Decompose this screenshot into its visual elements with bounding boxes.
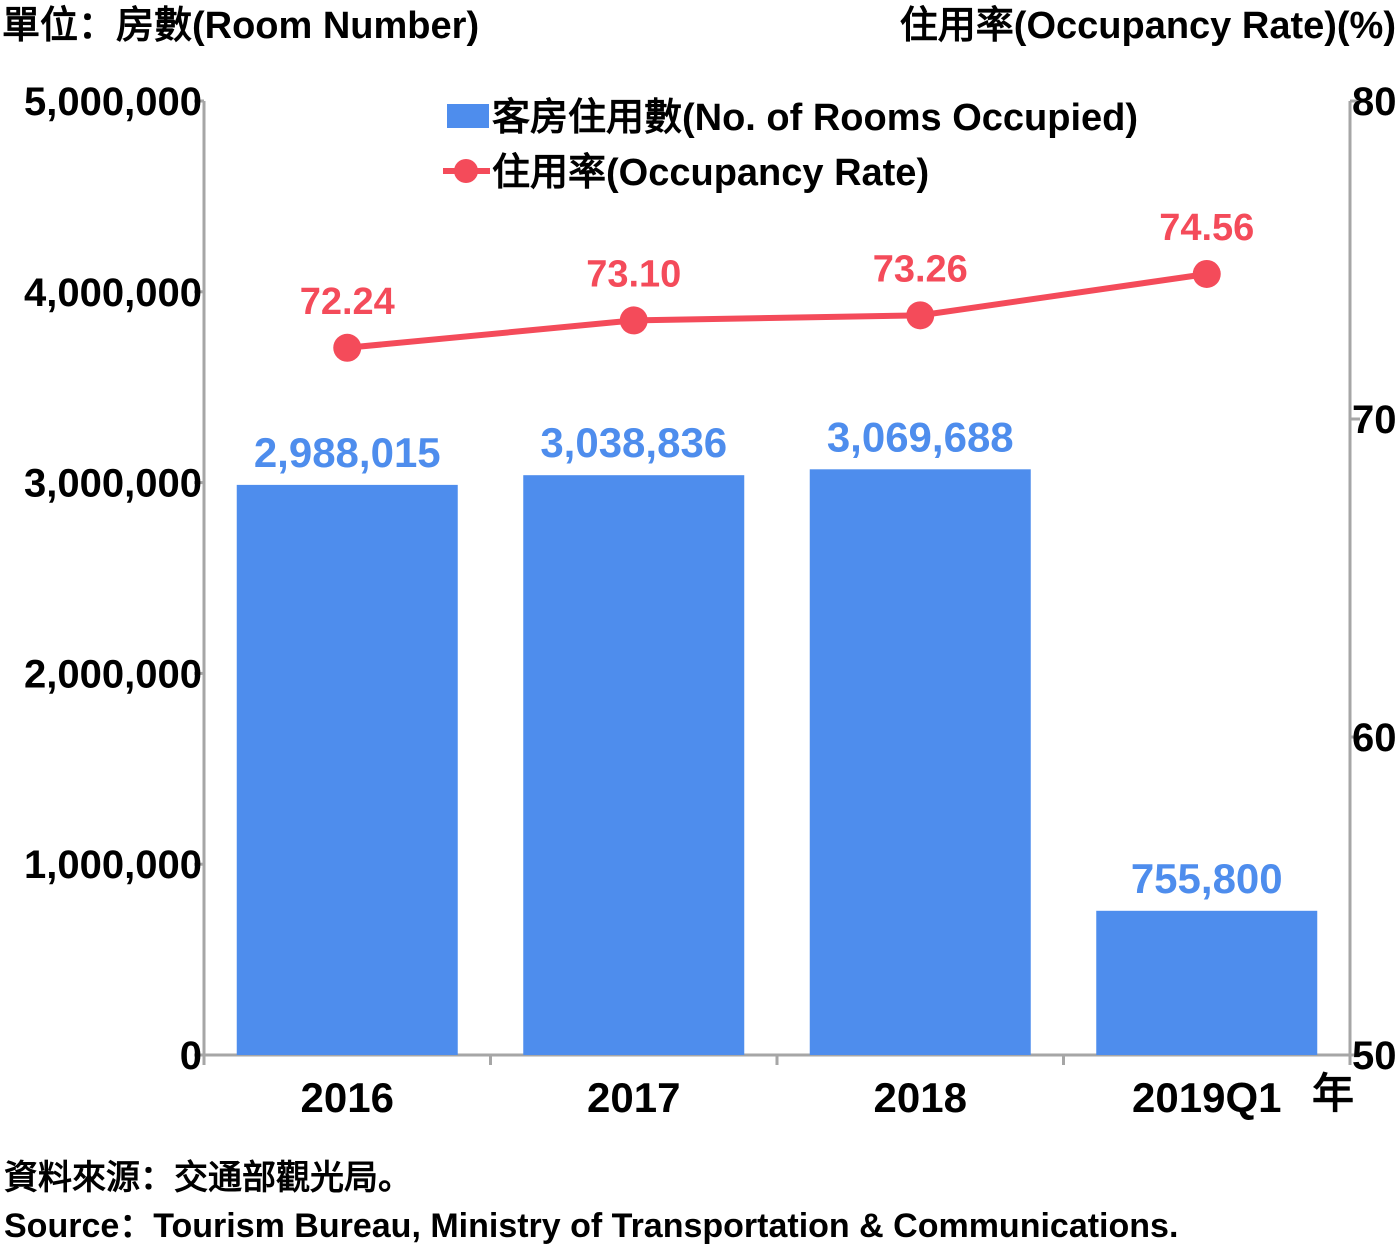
rate-point — [906, 301, 935, 330]
bar — [809, 469, 1031, 1055]
left-tick-label: 2,000,000 — [24, 652, 202, 696]
line-series: 72.24 73.10 73.26 74.56 — [300, 207, 1254, 362]
rate-point — [619, 306, 648, 335]
rate-value-label: 72.24 — [300, 281, 395, 323]
rate-value-label: 73.10 — [586, 253, 681, 295]
bar — [1096, 910, 1318, 1055]
bar — [523, 475, 745, 1056]
x-axis-unit: 年 — [1312, 1070, 1354, 1117]
x-category-label: 2017 — [587, 1074, 680, 1121]
left-tick-label: 5,000,000 — [24, 80, 202, 124]
left-axis-title: 單位：房數(Room Number) — [2, 5, 479, 47]
legend-bar-swatch — [447, 104, 489, 128]
left-tick-label: 1,000,000 — [24, 843, 202, 887]
x-axis-labels: 2016 2017 2018 2019Q1 年 — [301, 1070, 1354, 1121]
legend-bar-label: 客房住用數(No. of Rooms Occupied) — [492, 96, 1138, 139]
rate-point — [1192, 259, 1221, 288]
left-tick-label: 3,000,000 — [24, 462, 202, 506]
right-tick-label: 50 — [1352, 1034, 1397, 1078]
bar-value-label: 755,800 — [1131, 855, 1283, 902]
right-axis-title: 住用率(Occupancy Rate)(%) — [900, 5, 1396, 47]
legend: 客房住用數(No. of Rooms Occupied) 住用率(Occupanc… — [443, 96, 1138, 194]
source-chinese: 資料來源：交通部觀光局。 — [4, 1159, 412, 1197]
bar-series: 2,988,015 3,038,836 3,069,688 755,800 — [236, 413, 1318, 1056]
bar-value-label: 2,988,015 — [254, 429, 441, 476]
right-tick-label: 70 — [1352, 398, 1397, 442]
x-category-label: 2019Q1 — [1132, 1074, 1281, 1121]
bar — [236, 484, 458, 1056]
right-tick-label: 60 — [1352, 716, 1397, 760]
source-english: Source：Tourism Bureau, Ministry of Trans… — [4, 1207, 1179, 1245]
bar-value-label: 3,038,836 — [540, 419, 727, 466]
rate-value-label: 73.26 — [873, 248, 968, 290]
x-category-label: 2018 — [874, 1074, 967, 1121]
rate-point — [333, 333, 362, 362]
bar-value-label: 3,069,688 — [827, 413, 1014, 460]
axes: 0 1,000,000 2,000,000 3,000,000 4,000,000 5,0… — [24, 80, 1396, 1078]
legend-line-marker — [454, 159, 478, 183]
x-category-label: 2016 — [301, 1074, 394, 1121]
left-tick-label: 4,000,000 — [24, 271, 202, 315]
left-tick-label: 0 — [180, 1034, 202, 1078]
rate-value-label: 74.56 — [1159, 207, 1254, 249]
right-tick-label: 80 — [1352, 80, 1397, 124]
legend-line-label: 住用率(Occupancy Rate) — [492, 152, 929, 194]
rate-line — [346, 271, 1208, 351]
combo-chart: 單位：房數(Room Number) 住用率(Occupancy Rate)(%… — [2, 5, 1397, 1121]
